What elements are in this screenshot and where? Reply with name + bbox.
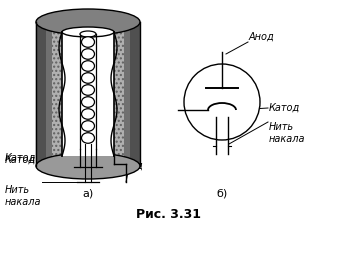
Ellipse shape <box>82 73 94 83</box>
Ellipse shape <box>82 49 94 59</box>
Bar <box>62 32 114 156</box>
Ellipse shape <box>82 133 94 143</box>
Bar <box>36 22 140 166</box>
Bar <box>36 22 46 166</box>
Circle shape <box>184 64 260 140</box>
Ellipse shape <box>82 61 94 71</box>
Bar <box>46 22 52 166</box>
Ellipse shape <box>82 37 94 47</box>
Bar <box>130 22 140 166</box>
Text: Рис. 3.31: Рис. 3.31 <box>135 208 201 222</box>
Text: Анод: Анод <box>249 32 275 42</box>
Ellipse shape <box>80 31 96 37</box>
Ellipse shape <box>36 153 140 179</box>
Ellipse shape <box>36 9 140 35</box>
Text: Нить
накала: Нить накала <box>269 122 306 144</box>
Ellipse shape <box>82 109 94 119</box>
Text: Катод: Катод <box>5 155 36 165</box>
Ellipse shape <box>82 121 94 131</box>
Bar <box>36 22 140 166</box>
Text: б): б) <box>216 188 227 198</box>
Text: Катод: Катод <box>5 153 36 163</box>
Ellipse shape <box>82 97 94 107</box>
Text: а): а) <box>82 188 94 198</box>
Text: Нить
накала: Нить накала <box>5 185 41 207</box>
Text: Анод: Анод <box>118 161 144 171</box>
Ellipse shape <box>62 27 114 37</box>
Text: Катод: Катод <box>269 103 300 113</box>
Ellipse shape <box>82 85 94 95</box>
Bar <box>124 22 130 166</box>
